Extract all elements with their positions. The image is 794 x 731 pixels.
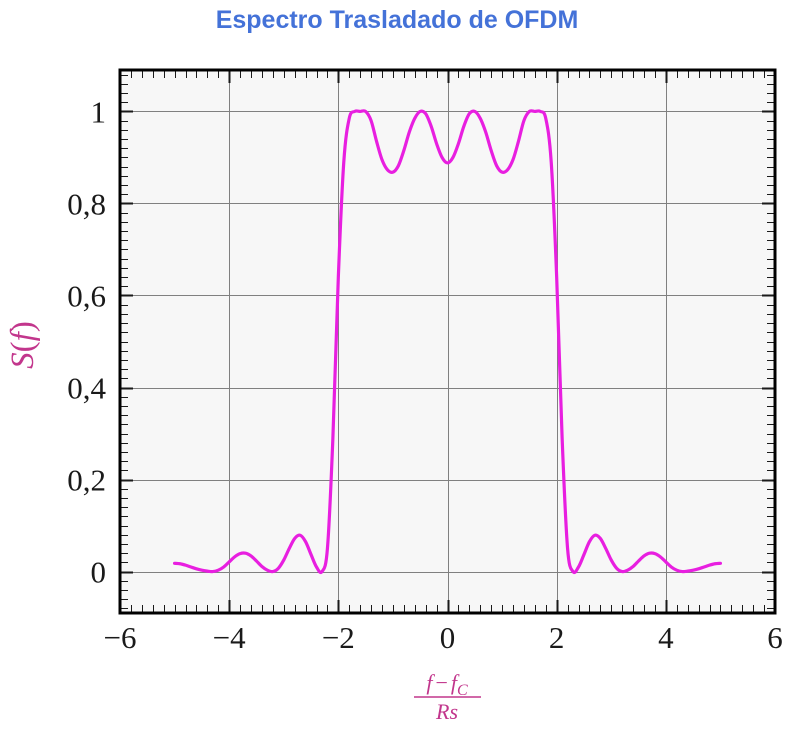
y-tick-label: 0,2: [67, 463, 106, 498]
x-axis-numerator-minus: −: [435, 670, 447, 695]
x-tick-label: −2: [322, 620, 355, 655]
x-tick-label: 4: [658, 620, 674, 655]
x-axis-label-denominator: Rs: [435, 699, 458, 724]
y-axis-label-open: (: [5, 341, 41, 352]
x-axis-label-numerator: f − fC: [426, 670, 468, 699]
y-tick-labels: 0 0,2 0,4 0,6 0,8 1: [67, 94, 106, 589]
x-tick-label: −6: [104, 620, 137, 655]
y-axis-label: S(f): [5, 321, 41, 369]
major-tick-marks: [119, 70, 777, 613]
chart-title: Espectro Trasladado de OFDM: [215, 6, 579, 34]
y-axis-label-func: S: [5, 352, 41, 369]
svg-text:S(f): S(f): [5, 321, 41, 369]
y-tick-label: 0: [91, 555, 107, 590]
plot-frame: [118, 68, 777, 615]
x-tick-label: 0: [440, 620, 456, 655]
y-tick-label: 1: [91, 94, 107, 129]
plot-background: [120, 70, 775, 613]
x-tick-labels: −6 −4 −2 0 2 4 6: [104, 620, 783, 655]
x-tick-label: 6: [767, 620, 783, 655]
x-axis-label: f − fC Rs: [414, 670, 481, 724]
x-axis-numerator-fc-subscript: C: [457, 682, 468, 699]
y-tick-label: 0,6: [67, 278, 106, 313]
x-tick-label: −4: [213, 620, 246, 655]
y-tick-label: 0,4: [67, 371, 106, 406]
y-tick-label: 0,8: [67, 186, 106, 221]
y-axis-label-close: ): [5, 321, 41, 332]
spectrum-curve: [172, 109, 723, 575]
x-axis-numerator-f: f: [426, 670, 435, 695]
x-tick-label: 2: [549, 620, 565, 655]
x-axis-numerator-fc: f: [451, 670, 460, 695]
